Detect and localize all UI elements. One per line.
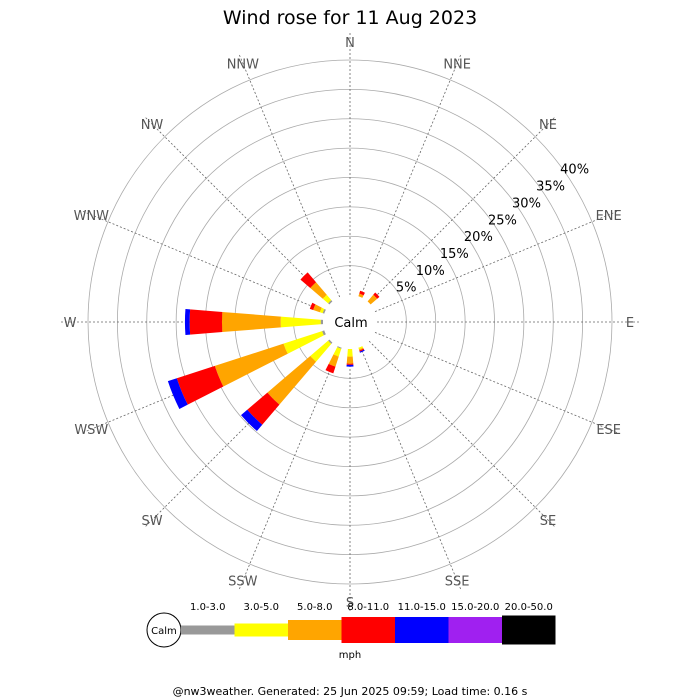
compass-label: NNW	[227, 57, 259, 72]
legend-swatch	[234, 623, 288, 637]
compass-label: E	[626, 316, 634, 331]
legend-label: 3.0-5.0	[244, 602, 279, 613]
bar-segment-sse-4	[359, 349, 365, 353]
compass-label: W	[64, 316, 77, 331]
chart-title: Wind rose for 11 Aug 2023	[223, 7, 477, 29]
bar-segment-sw-3	[247, 392, 280, 425]
ring-label: 35%	[536, 180, 565, 195]
calm-label: Calm	[334, 316, 367, 331]
compass-label: NE	[539, 118, 557, 133]
bar-segment-w-3	[189, 309, 223, 335]
bar-segment-w-1	[280, 316, 321, 328]
polar-grid	[60, 32, 640, 612]
compass-label: SSW	[228, 575, 258, 590]
bar-segment-w-2	[221, 311, 281, 333]
bar-segment-wsw-2	[214, 343, 288, 387]
compass-labels: N NNE NE ENE E ESE SE SSE S SSW SW WSW W WNW NW NNW	[64, 36, 635, 611]
compass-label: NNE	[443, 57, 471, 72]
speed-legend: Calm 1.0-3.0 3.0-5.0 5.0-8.0 8.0-11.0 11.0-15…	[146, 602, 556, 648]
legend-swatch	[395, 617, 449, 643]
legend-label: 15.0-20.0	[451, 602, 499, 613]
bar-segment-s-3	[346, 363, 354, 365]
bar-segment-s-2	[346, 356, 354, 364]
grid-ring	[175, 147, 525, 497]
legend-label: 1.0-3.0	[190, 602, 225, 613]
compass-label: SE	[540, 514, 556, 529]
calm-circle: Calm	[323, 295, 377, 349]
bar-segment-s-1	[347, 348, 353, 357]
bar-segment-ne-3	[373, 292, 380, 299]
bar-segment-sse-3	[359, 348, 365, 352]
bar-segment-sw-2	[267, 355, 317, 405]
compass-label: SW	[141, 514, 162, 529]
bar-segment-nw-2	[310, 282, 327, 299]
ring-label: 30%	[512, 196, 541, 211]
legend-swatch	[288, 620, 342, 640]
compass-label: NW	[141, 118, 164, 133]
bar-segment-nw-0	[328, 300, 333, 305]
bar-segment-ssw-3	[325, 363, 336, 374]
ring-labels: 5% 10% 15% 20% 25% 30%35% 40%	[396, 163, 589, 296]
compass-label: ESE	[596, 423, 621, 438]
compass-label: SSE	[445, 575, 470, 590]
legend-calm-label: Calm	[151, 626, 177, 637]
ring-label: 20%	[464, 230, 493, 245]
bar-segment-wnw-1	[319, 307, 325, 314]
bar-segment-ssw-1	[333, 347, 342, 357]
bar-segment-nw-1	[322, 294, 332, 304]
bar-segment-sse-2	[358, 347, 364, 351]
ring-label: 5%	[396, 281, 417, 296]
footer-text: @nw3weather. Generated: 25 Jun 2025 09:5…	[173, 685, 528, 698]
legend-label: 8.0-11.0	[347, 602, 389, 613]
compass-label: WSW	[74, 423, 108, 438]
legend-label: 5.0-8.0	[297, 602, 332, 613]
compass-label: WNW	[74, 209, 110, 224]
bar-segment-nw-3	[300, 272, 317, 289]
ring-label: 10%	[416, 264, 445, 279]
bar-segment-sw-4	[241, 409, 263, 431]
bar-segment-wsw-3	[176, 365, 224, 405]
legend-swatch	[181, 625, 235, 635]
bar-segment-wnw-3	[309, 302, 316, 311]
bar-segment-s-4	[346, 364, 354, 367]
legend-label: 20.0-50.0	[505, 602, 553, 613]
bar-segment-ssw-2	[328, 354, 339, 367]
bar-segment-w-0	[320, 319, 324, 325]
bar-segment-nne-2	[358, 293, 364, 298]
ring-label: 40%	[560, 163, 589, 178]
bar-segment-sw-0	[328, 339, 333, 344]
bar-segment-sse-1	[358, 346, 364, 350]
legend-swatch	[341, 617, 395, 643]
legend-label: 11.0-15.0	[398, 602, 446, 613]
compass-label: N	[345, 36, 355, 51]
bar-segment-wnw-2	[313, 304, 322, 313]
grid-ring	[87, 59, 613, 585]
bar-segment-wnw-0	[322, 308, 326, 314]
wind-bars	[167, 272, 380, 431]
ring-label: 25%	[488, 213, 517, 228]
legend-swatch	[448, 617, 502, 643]
bar-segment-ne-2	[367, 294, 378, 305]
ring-label: 15%	[440, 247, 469, 262]
compass-label: ENE	[596, 209, 622, 224]
bar-segment-wsw-1	[283, 331, 324, 354]
compass-label: S	[346, 596, 354, 611]
bar-segment-wsw-4	[167, 378, 188, 409]
bar-segment-ssw-0	[337, 346, 342, 349]
bar-segment-sw-1	[310, 340, 332, 362]
bar-segment-wsw-0	[322, 330, 326, 336]
legend-swatch	[502, 615, 556, 645]
legend-unit: mph	[339, 650, 361, 661]
bar-segment-w-4	[184, 309, 191, 335]
bar-segment-nne-3	[359, 290, 365, 296]
